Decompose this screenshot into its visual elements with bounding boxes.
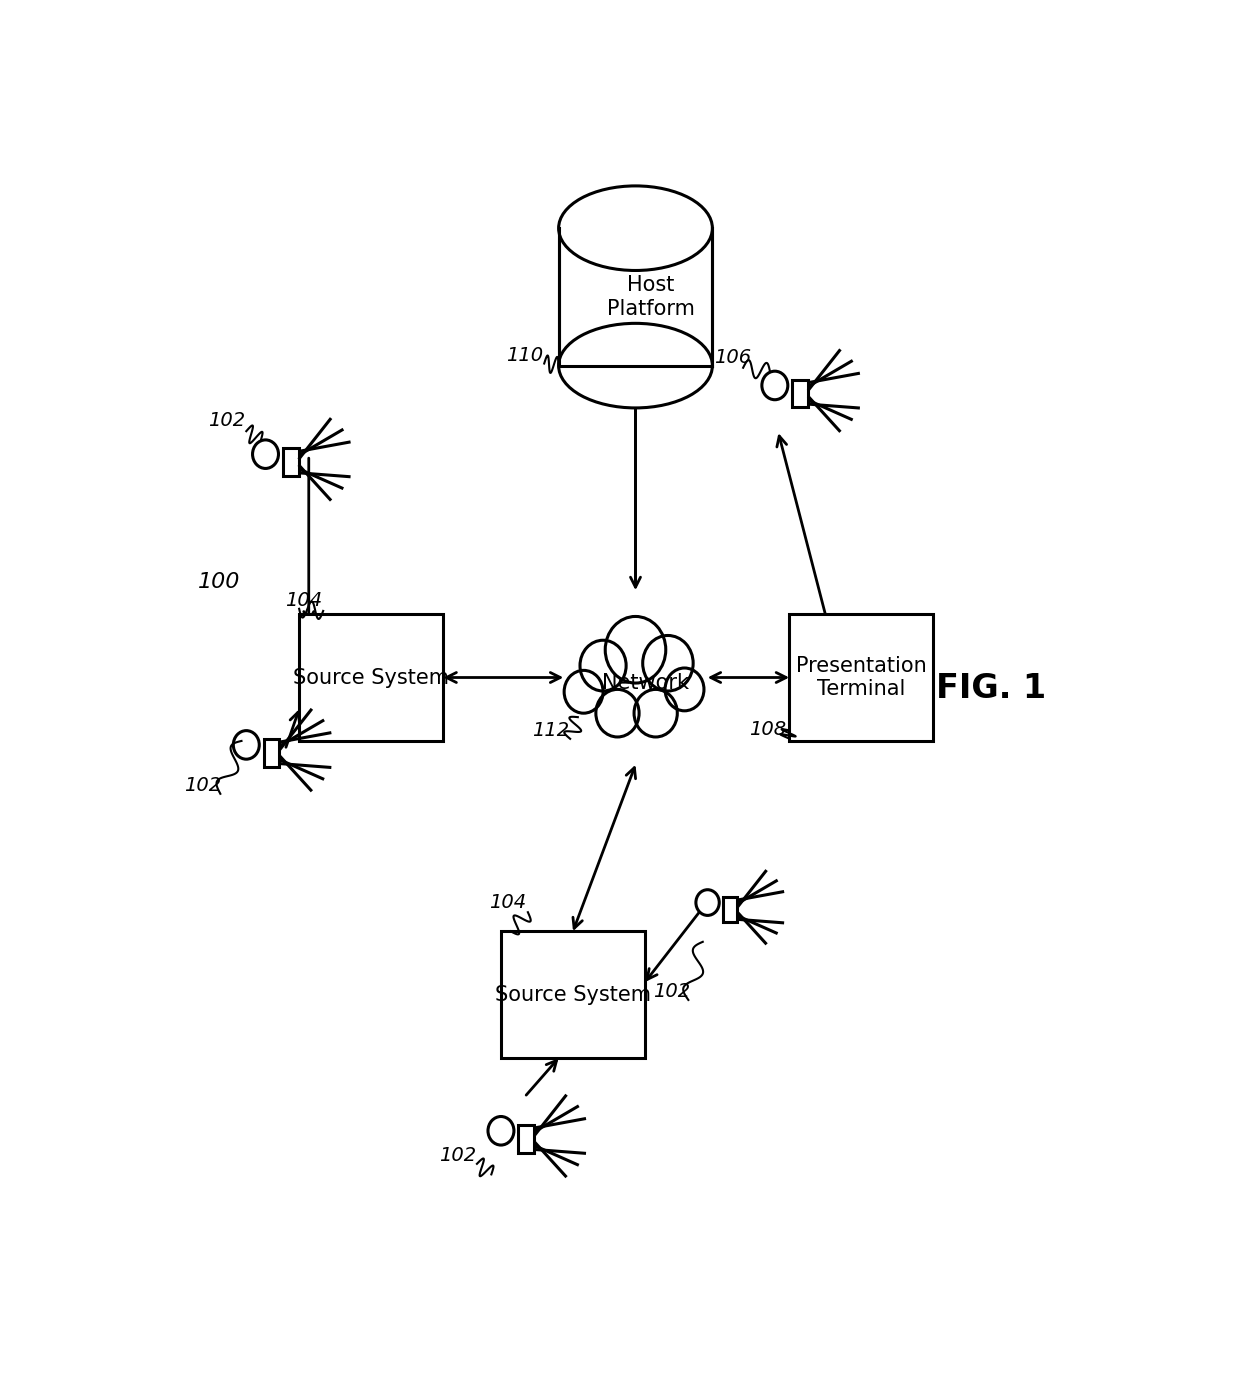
FancyBboxPatch shape: [723, 897, 738, 923]
Circle shape: [605, 616, 666, 682]
Text: 108: 108: [749, 719, 786, 739]
Text: Network: Network: [601, 673, 688, 693]
Circle shape: [642, 636, 693, 691]
Text: Host
Platform: Host Platform: [606, 276, 694, 319]
Circle shape: [233, 730, 259, 759]
Text: 102: 102: [652, 982, 689, 1001]
FancyBboxPatch shape: [264, 739, 279, 766]
Text: 112: 112: [532, 721, 569, 740]
Text: 104: 104: [490, 894, 527, 912]
FancyBboxPatch shape: [283, 448, 299, 476]
Text: Source System: Source System: [293, 667, 449, 688]
Text: Presentation
Terminal: Presentation Terminal: [796, 656, 926, 699]
Text: 106: 106: [714, 347, 751, 367]
Text: Source System: Source System: [495, 984, 651, 1005]
Text: 110: 110: [506, 346, 543, 365]
Text: 102: 102: [184, 776, 221, 795]
Text: 102: 102: [439, 1146, 476, 1164]
Circle shape: [761, 371, 787, 400]
Circle shape: [253, 439, 279, 468]
Circle shape: [634, 689, 677, 737]
FancyBboxPatch shape: [792, 379, 808, 408]
Ellipse shape: [558, 185, 712, 270]
Text: 104: 104: [285, 590, 322, 610]
Circle shape: [665, 669, 704, 711]
FancyBboxPatch shape: [789, 614, 934, 741]
Circle shape: [580, 640, 626, 691]
Text: 102: 102: [208, 411, 246, 430]
Circle shape: [564, 670, 603, 713]
Ellipse shape: [558, 323, 712, 408]
FancyBboxPatch shape: [558, 228, 712, 365]
Circle shape: [489, 1116, 513, 1145]
FancyBboxPatch shape: [518, 1124, 534, 1152]
FancyBboxPatch shape: [501, 931, 645, 1059]
FancyBboxPatch shape: [299, 614, 444, 741]
Text: 100: 100: [198, 573, 241, 592]
Text: FIG. 1: FIG. 1: [936, 671, 1047, 704]
Circle shape: [696, 890, 719, 916]
Circle shape: [596, 689, 639, 737]
